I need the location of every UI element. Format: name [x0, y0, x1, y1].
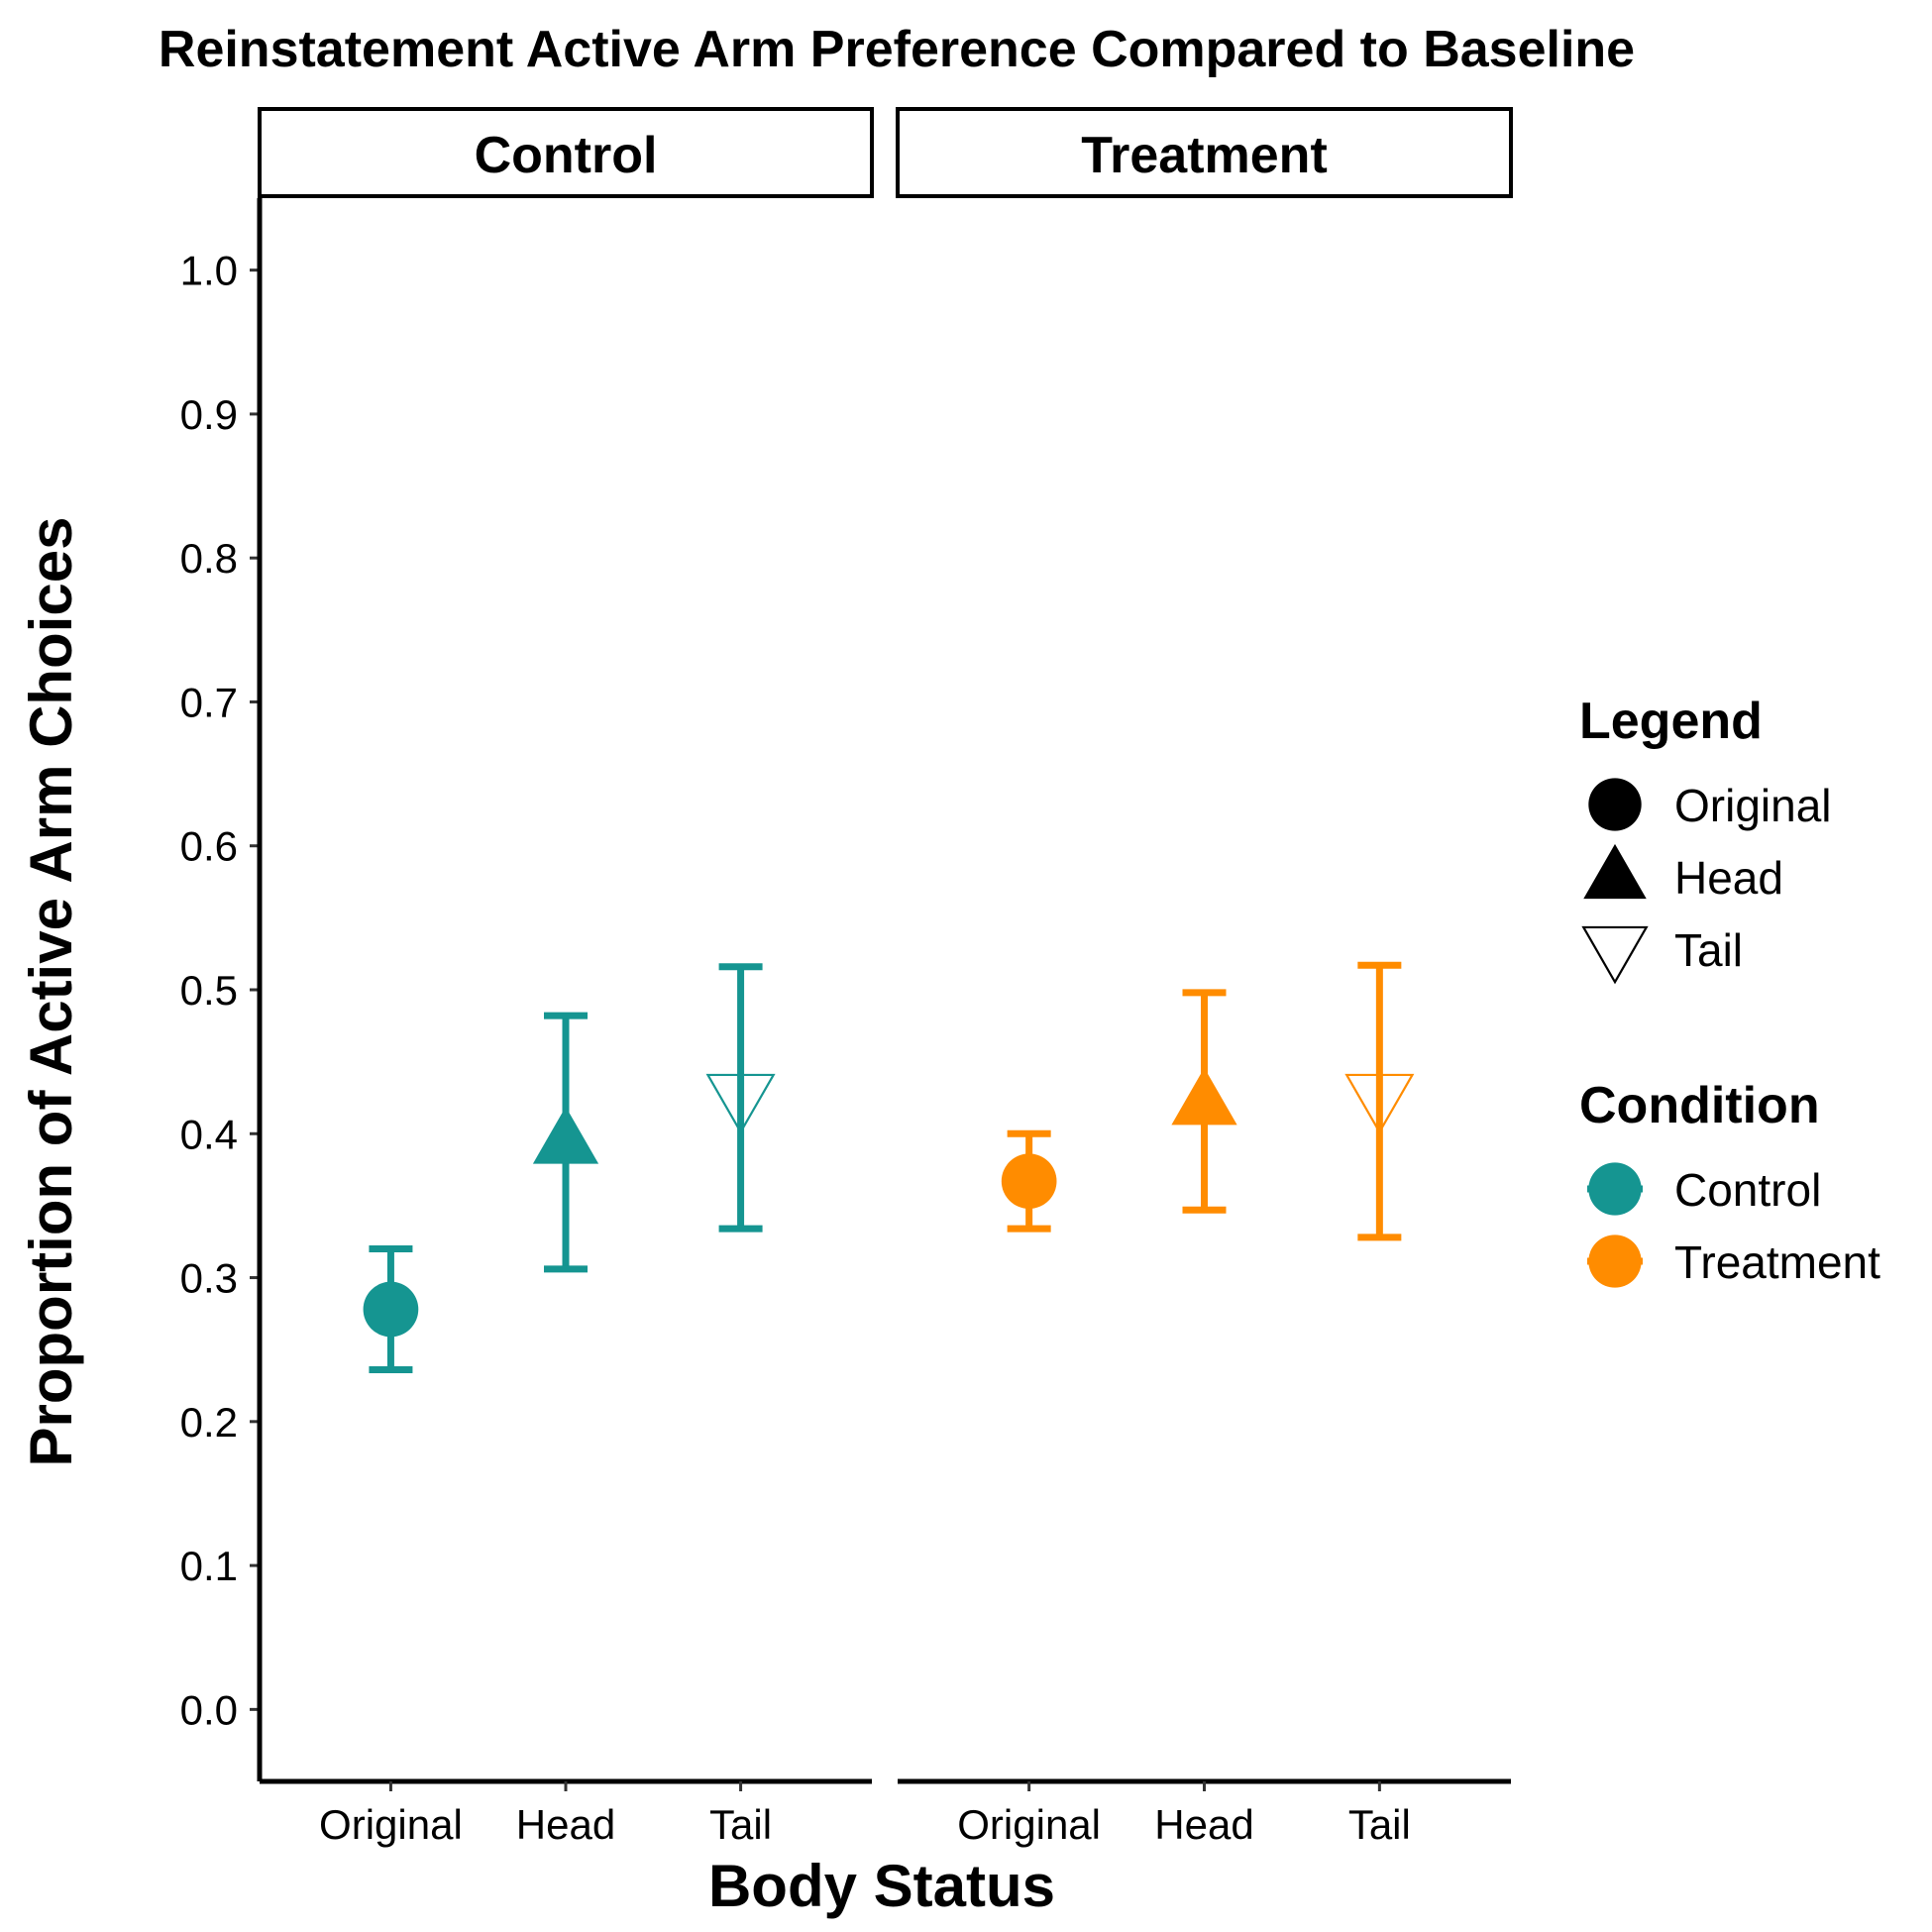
- error-bar: [1357, 961, 1402, 1241]
- y-tick-label: 0.2: [180, 1399, 238, 1446]
- x-tick-label: Original: [957, 1801, 1101, 1848]
- chart-title: Reinstatement Active Arm Preference Comp…: [159, 21, 1635, 78]
- y-tick-label: 0.6: [180, 823, 238, 870]
- facet-panel-control: Control Original Head Tail: [257, 107, 874, 1848]
- x-tick-label: Head: [516, 1801, 615, 1848]
- x-axis-title: Body Status: [708, 1853, 1055, 1919]
- legend-label: Head: [1674, 852, 1783, 904]
- legend-item: Head: [1583, 843, 1783, 904]
- y-tick-label: 0.3: [180, 1255, 238, 1302]
- legend-item: Treatment: [1587, 1234, 1880, 1288]
- facet-strip: [896, 107, 1513, 198]
- x-tick-label: Tail: [709, 1801, 772, 1848]
- legend-item: Tail: [1581, 924, 1743, 985]
- y-tick-label: 0.4: [180, 1111, 238, 1157]
- x-tick-label: Head: [1154, 1801, 1253, 1848]
- y-tick-label: 0.0: [180, 1686, 238, 1733]
- data-point-head: [1171, 1067, 1237, 1126]
- x-tick-label: Tail: [1348, 1801, 1411, 1848]
- legend-item: Control: [1587, 1162, 1821, 1216]
- facet-panels: Control Original Head Tail Treatment Original…: [257, 107, 1513, 1848]
- data-point-tail: [1344, 1073, 1415, 1134]
- y-tick-label: 0.7: [180, 679, 238, 725]
- data-point-original: [363, 1281, 419, 1338]
- y-tick-label: 1.0: [180, 248, 238, 294]
- legend-key-original: [1588, 778, 1642, 831]
- legend-label: Treatment: [1674, 1236, 1880, 1288]
- legend-key-tail: [1581, 925, 1649, 985]
- legend-key-head: [1583, 843, 1647, 900]
- y-axis-title: Proportion of Active Arm Choices: [18, 516, 84, 1466]
- data-point-head: [532, 1106, 599, 1164]
- legend-key-control: [1588, 1162, 1642, 1216]
- legend-condition: Condition Control Treatment: [1579, 1077, 1880, 1288]
- legend-label: Control: [1674, 1164, 1821, 1216]
- legend-key-treatment: [1588, 1234, 1642, 1288]
- y-tick-label: 0.1: [180, 1543, 238, 1589]
- data-point-original: [1001, 1153, 1057, 1210]
- error-bar: [718, 963, 763, 1233]
- facet-strip-label: Control: [475, 127, 658, 184]
- data-point-tail: [705, 1073, 776, 1134]
- legend-title: Condition: [1579, 1077, 1820, 1134]
- y-tick-label: 0.5: [180, 967, 238, 1014]
- y-axis: 0.0 0.1 0.2 0.3 0.4 0.5 0.6 0.7 0.8 0.9 1.0: [180, 248, 260, 1733]
- legend-legend: Legend Original Head Tail: [1579, 693, 1832, 985]
- facet-strip-label: Treatment: [1081, 127, 1328, 184]
- legend-item: Original: [1588, 778, 1832, 831]
- legend-label: Original: [1674, 780, 1832, 831]
- y-tick-label: 0.9: [180, 391, 238, 438]
- legend-title: Legend: [1579, 693, 1763, 750]
- legends: Legend Original Head Tail Condition Control Tr…: [1579, 693, 1880, 1288]
- legend-label: Tail: [1674, 924, 1743, 976]
- facet-panel-treatment: Treatment Original Head Tail: [896, 107, 1513, 1848]
- x-tick-label: Original: [319, 1801, 463, 1848]
- facet-strip: [258, 107, 874, 198]
- y-tick-label: 0.8: [180, 535, 238, 582]
